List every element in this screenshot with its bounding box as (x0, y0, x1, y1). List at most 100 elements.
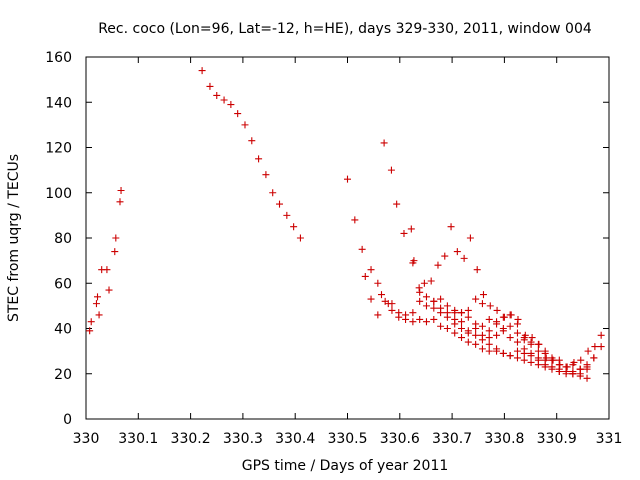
data-point (584, 347, 592, 355)
data-point (478, 300, 486, 308)
data-point (583, 374, 591, 382)
data-point (422, 293, 430, 301)
data-point (506, 334, 514, 342)
data-point (112, 234, 120, 242)
x-tick-label: 330 (73, 431, 100, 447)
data-point (381, 297, 389, 305)
data-point (520, 345, 528, 353)
data-point (402, 315, 410, 323)
data-point (485, 327, 493, 335)
data-point (206, 82, 214, 90)
data-point (466, 234, 474, 242)
data-point (213, 91, 221, 99)
data-point (458, 325, 466, 332)
chart-title: Rec. coco (Lon=96, Lat=-12, h=HE), days … (98, 21, 592, 37)
data-point (117, 186, 125, 194)
data-point (464, 338, 472, 346)
data-point (493, 306, 501, 314)
data-point (441, 252, 449, 260)
data-point (416, 297, 424, 305)
data-point (478, 331, 486, 339)
x-tick-label: 330.8 (484, 431, 524, 447)
data-point (443, 313, 451, 321)
data-point (472, 331, 480, 339)
data-point (548, 363, 556, 371)
data-point (460, 254, 468, 262)
data-point (422, 302, 430, 310)
data-point (351, 216, 359, 224)
data-point (485, 347, 493, 355)
y-tick-label: 0 (63, 412, 72, 428)
data-point (499, 313, 507, 321)
data-point (479, 291, 487, 299)
data-point (434, 261, 442, 269)
data-point (220, 96, 228, 104)
data-point (506, 352, 514, 360)
data-point (262, 171, 270, 179)
data-point (409, 309, 417, 317)
data-point (111, 248, 119, 256)
data-point (367, 266, 375, 274)
axis-ticks: 330 330.1 330.2 330.3 330.4 330.5 330.6 330.7 33… (45, 50, 622, 447)
data-point (577, 356, 585, 364)
data-point (478, 322, 486, 330)
data-point (422, 318, 430, 326)
data-point (400, 229, 408, 237)
data-points (86, 67, 605, 382)
data-point (409, 259, 417, 267)
x-tick-label: 330.1 (118, 431, 158, 447)
data-point (451, 315, 459, 323)
data-point (569, 361, 577, 369)
data-point (344, 175, 351, 183)
data-point (458, 318, 466, 326)
data-point (520, 356, 528, 364)
data-point (541, 349, 549, 357)
y-tick-label: 20 (54, 367, 72, 383)
data-point (116, 198, 124, 206)
data-point (451, 309, 459, 317)
data-point (555, 365, 563, 373)
data-point (87, 318, 95, 326)
data-point (493, 318, 501, 326)
x-tick-label: 330.5 (327, 431, 367, 447)
data-point (94, 293, 102, 301)
x-tick-label: 330.2 (171, 431, 211, 447)
data-point (534, 340, 542, 348)
data-point (464, 306, 472, 314)
data-point (420, 279, 428, 287)
data-point (430, 315, 438, 323)
data-point (443, 325, 451, 332)
y-tick-label: 40 (54, 322, 72, 338)
data-point (473, 266, 481, 274)
data-point (472, 320, 480, 328)
data-point (528, 334, 536, 342)
data-point (380, 139, 388, 147)
data-point (513, 320, 521, 328)
x-tick-label: 330.3 (223, 431, 263, 447)
y-tick-label: 60 (54, 276, 72, 292)
data-point (248, 137, 256, 145)
data-point (395, 313, 403, 321)
data-point (513, 347, 521, 355)
data-point (290, 223, 298, 231)
data-point (407, 225, 415, 233)
data-point (527, 358, 535, 366)
y-tick-label: 160 (45, 50, 72, 66)
y-tick-label: 80 (54, 231, 72, 247)
x-tick-label: 330.6 (380, 431, 420, 447)
data-point (597, 331, 605, 339)
data-point (374, 311, 382, 319)
data-point (520, 336, 528, 344)
data-point (513, 329, 521, 337)
data-point (493, 345, 501, 353)
data-point (198, 67, 206, 75)
data-point (234, 110, 242, 118)
data-point (437, 322, 445, 330)
data-point (499, 349, 507, 357)
data-point (453, 248, 461, 256)
data-point (485, 334, 493, 342)
data-point (388, 300, 396, 308)
data-point (416, 315, 424, 323)
